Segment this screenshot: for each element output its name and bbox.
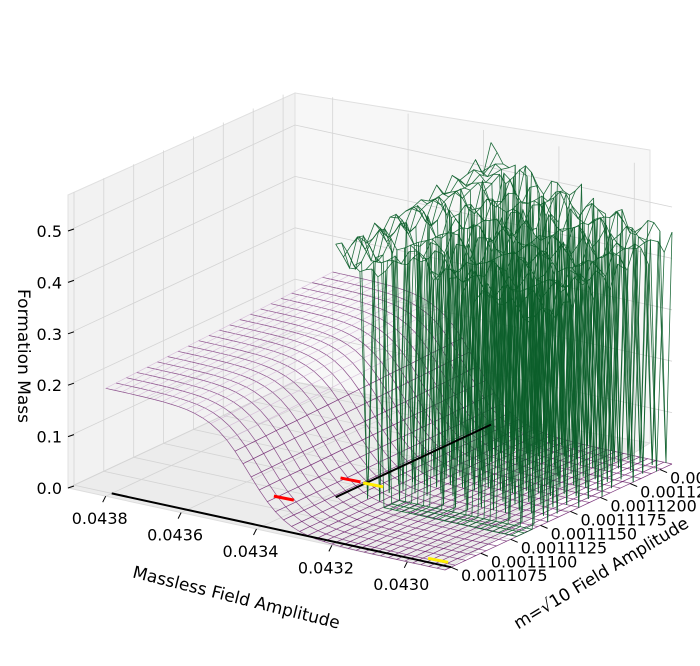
purple-wire-x	[444, 463, 673, 571]
x-tick-label: 0.0434	[223, 542, 279, 561]
green-wire-x	[516, 231, 673, 537]
purple-wire-x	[178, 290, 406, 407]
yellow-marker	[362, 481, 384, 489]
x-tick-label: 0.0430	[373, 575, 429, 594]
y-tick-mark	[540, 524, 548, 529]
green-wire-x	[347, 163, 504, 271]
purple-wire-x	[145, 280, 374, 398]
green-wire-x	[480, 233, 637, 530]
y-tick-mark	[659, 469, 668, 474]
purple-wire-x	[436, 461, 665, 569]
z-tick-label: 0.5	[37, 222, 62, 241]
y-tick-mark	[510, 538, 518, 543]
y-tick-mark	[450, 566, 459, 571]
annotations	[111, 423, 492, 569]
purple-wire-x	[202, 302, 430, 419]
y-tick-label: 0.0011225	[640, 483, 700, 502]
x-tick-label: 0.0438	[72, 509, 128, 528]
green-wire-x	[341, 152, 498, 270]
green-wire-x	[450, 208, 606, 523]
y-tick-label: 0.0011150	[551, 524, 638, 543]
x-tick-label: 0.0432	[298, 558, 354, 577]
purple-wire-x	[129, 277, 358, 395]
purple-wire-x	[154, 282, 382, 400]
green-wire-x	[462, 211, 618, 526]
y-tick-mark	[629, 483, 638, 487]
green-wire-x	[438, 197, 594, 520]
red-marker	[273, 494, 295, 502]
z-tick-mark	[67, 331, 75, 335]
y-tick-mark	[570, 510, 578, 515]
green-wire-x	[413, 195, 570, 515]
x-tick-mark	[177, 512, 182, 519]
purple-wire-x	[113, 273, 341, 391]
purple-wire-x	[210, 308, 438, 424]
x-tick-mark	[253, 528, 257, 536]
green-wire-x	[335, 142, 492, 258]
red-marker	[340, 476, 361, 484]
reference-line	[335, 423, 492, 499]
purple-wire-x	[364, 445, 592, 553]
green-wire-x	[407, 190, 564, 514]
purple-wire-x	[372, 447, 600, 555]
purple-wire-x	[234, 337, 463, 452]
purple-wire-x	[186, 293, 414, 410]
y-tick-mark	[480, 552, 489, 557]
purple-wire-x	[404, 454, 632, 562]
green-wire-x	[474, 209, 631, 528]
z-tick-label: 0.4	[37, 273, 62, 292]
y-tick-label: 0.0011175	[580, 510, 667, 529]
green-wire-x	[492, 220, 649, 532]
reference-line	[111, 492, 452, 569]
green-wire-x	[383, 172, 540, 509]
green-wire-x	[468, 210, 625, 527]
y-tick-label: 0.0011075	[461, 566, 548, 585]
z-tick-label: 0.2	[37, 376, 62, 395]
z-tick-mark	[67, 485, 75, 489]
y-tick-mark	[600, 497, 608, 501]
purple-wire-x	[137, 278, 366, 396]
green-wire-x	[498, 222, 655, 533]
z-tick-mark	[67, 279, 75, 283]
gridline-z	[67, 124, 673, 232]
purple-wire-x	[121, 275, 350, 393]
green-wire-x	[510, 239, 667, 536]
green-wire-x	[395, 181, 552, 511]
y-tick-label: 0.0011250	[670, 469, 700, 488]
purple-wire-x	[105, 271, 333, 389]
green-wire-x	[371, 169, 528, 502]
x-tick-mark	[328, 545, 333, 552]
purple-wire-x	[170, 287, 398, 405]
x-tick-mark	[403, 561, 408, 569]
purple-wire-x	[194, 297, 422, 414]
y-tick-label: 0.0011200	[610, 496, 697, 515]
z-axis-label: Formation Mass	[13, 289, 33, 423]
green-wire-x	[359, 165, 516, 499]
green-wire-x	[377, 165, 534, 485]
z-tick-mark	[67, 434, 75, 438]
yellow-marker	[427, 556, 449, 564]
green-wire-x	[486, 225, 643, 531]
green-wire-x	[504, 231, 661, 535]
y-tick-label: 0.0011100	[491, 552, 578, 571]
gridline-z	[67, 227, 673, 335]
z-tick-label: 0.3	[37, 325, 62, 344]
purple-wire-x	[428, 460, 656, 567]
green-wire-x	[426, 184, 582, 518]
y-tick-label: 0.0011125	[521, 538, 608, 557]
z-tick-label: 0.1	[37, 428, 62, 447]
z-tick-mark	[67, 228, 75, 232]
x-tick-label: 0.0436	[147, 526, 203, 545]
green-surface	[335, 142, 673, 537]
z-tick-mark	[67, 382, 75, 386]
z-tick-label: 0.0	[37, 479, 62, 498]
x-tick-mark	[102, 495, 107, 503]
purple-wire-x	[162, 285, 390, 402]
